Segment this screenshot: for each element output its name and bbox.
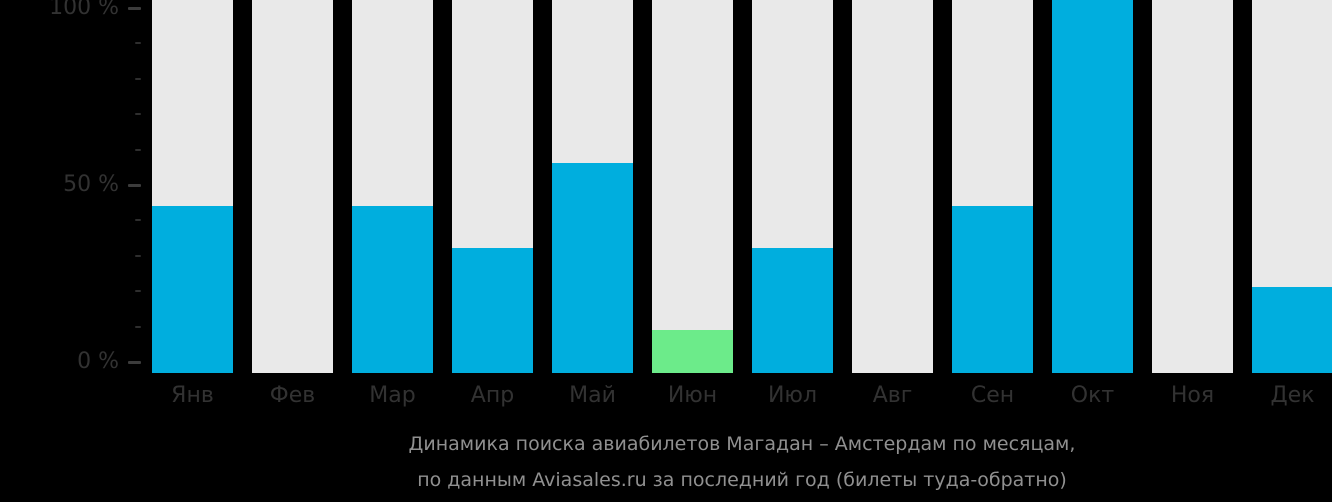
x-tick-label-Авг: Авг — [872, 383, 913, 408]
bar-value-Окт[interactable] — [1052, 0, 1133, 373]
bar-value-Май[interactable] — [552, 163, 633, 373]
y-tick-minor — [135, 42, 141, 45]
y-tick-label-50: 50 % — [63, 172, 119, 197]
bar-value-Янв[interactable] — [152, 206, 233, 373]
y-tick-minor — [135, 325, 141, 328]
bar-track-Янв[interactable] — [152, 0, 233, 373]
y-tick-major — [128, 183, 141, 187]
x-tick-label-Сен: Сен — [970, 383, 1015, 408]
x-tick-label-Фев: Фев — [269, 383, 316, 408]
bar-track-Сен[interactable] — [952, 0, 1033, 373]
x-tick-label-Окт: Окт — [1070, 383, 1115, 408]
y-tick-minor — [135, 290, 141, 293]
x-tick-label-Янв: Янв — [171, 383, 214, 408]
bar-value-Мар[interactable] — [352, 206, 433, 373]
bar-track-Авг[interactable] — [852, 0, 933, 373]
x-tick-label-Июн: Июн — [667, 383, 718, 408]
y-tick-label-100: 100 % — [49, 0, 119, 20]
y-tick-minor — [135, 254, 141, 257]
x-tick-label-Мар: Мар — [369, 383, 416, 408]
y-tick-label-0: 0 % — [77, 349, 119, 374]
bar-value-Июн[interactable] — [652, 330, 733, 373]
bar-track-Июн[interactable] — [652, 0, 733, 373]
bar-value-Апр[interactable] — [452, 248, 533, 373]
y-tick-minor — [135, 113, 141, 116]
bar-track-Мар[interactable] — [352, 0, 433, 373]
bar-track-Ноя[interactable] — [1152, 0, 1233, 373]
bar-track-Май[interactable] — [552, 0, 633, 373]
y-tick-major — [128, 360, 141, 364]
bar-value-Дек[interactable] — [1252, 287, 1332, 373]
bar-track-Фев[interactable] — [252, 0, 333, 373]
y-tick-minor — [135, 77, 141, 80]
bar-track-Дек[interactable] — [1252, 0, 1332, 373]
bar-track-Июл[interactable] — [752, 0, 833, 373]
x-tick-label-Апр: Апр — [470, 383, 515, 408]
bar-track-Окт[interactable] — [1052, 0, 1133, 373]
x-tick-label-Ноя: Ноя — [1170, 383, 1215, 408]
y-tick-major — [128, 6, 141, 10]
chart-caption-block: Динамика поиска авиабилетов Магадан – Ам… — [152, 426, 1332, 498]
x-tick-label-Июл: Июл — [767, 383, 818, 408]
chart-subtitle: по данным Aviasales.ru за последний год … — [417, 469, 1067, 491]
y-tick-minor — [135, 148, 141, 151]
bar-track-Апр[interactable] — [452, 0, 533, 373]
x-tick-label-Дек: Дек — [1270, 383, 1315, 408]
x-tick-label-Май: Май — [569, 383, 616, 408]
bar-value-Июл[interactable] — [752, 248, 833, 373]
bar-value-Сен[interactable] — [952, 206, 1033, 373]
y-tick-minor — [135, 219, 141, 222]
chart-title: Динамика поиска авиабилетов Магадан – Ам… — [408, 433, 1076, 455]
